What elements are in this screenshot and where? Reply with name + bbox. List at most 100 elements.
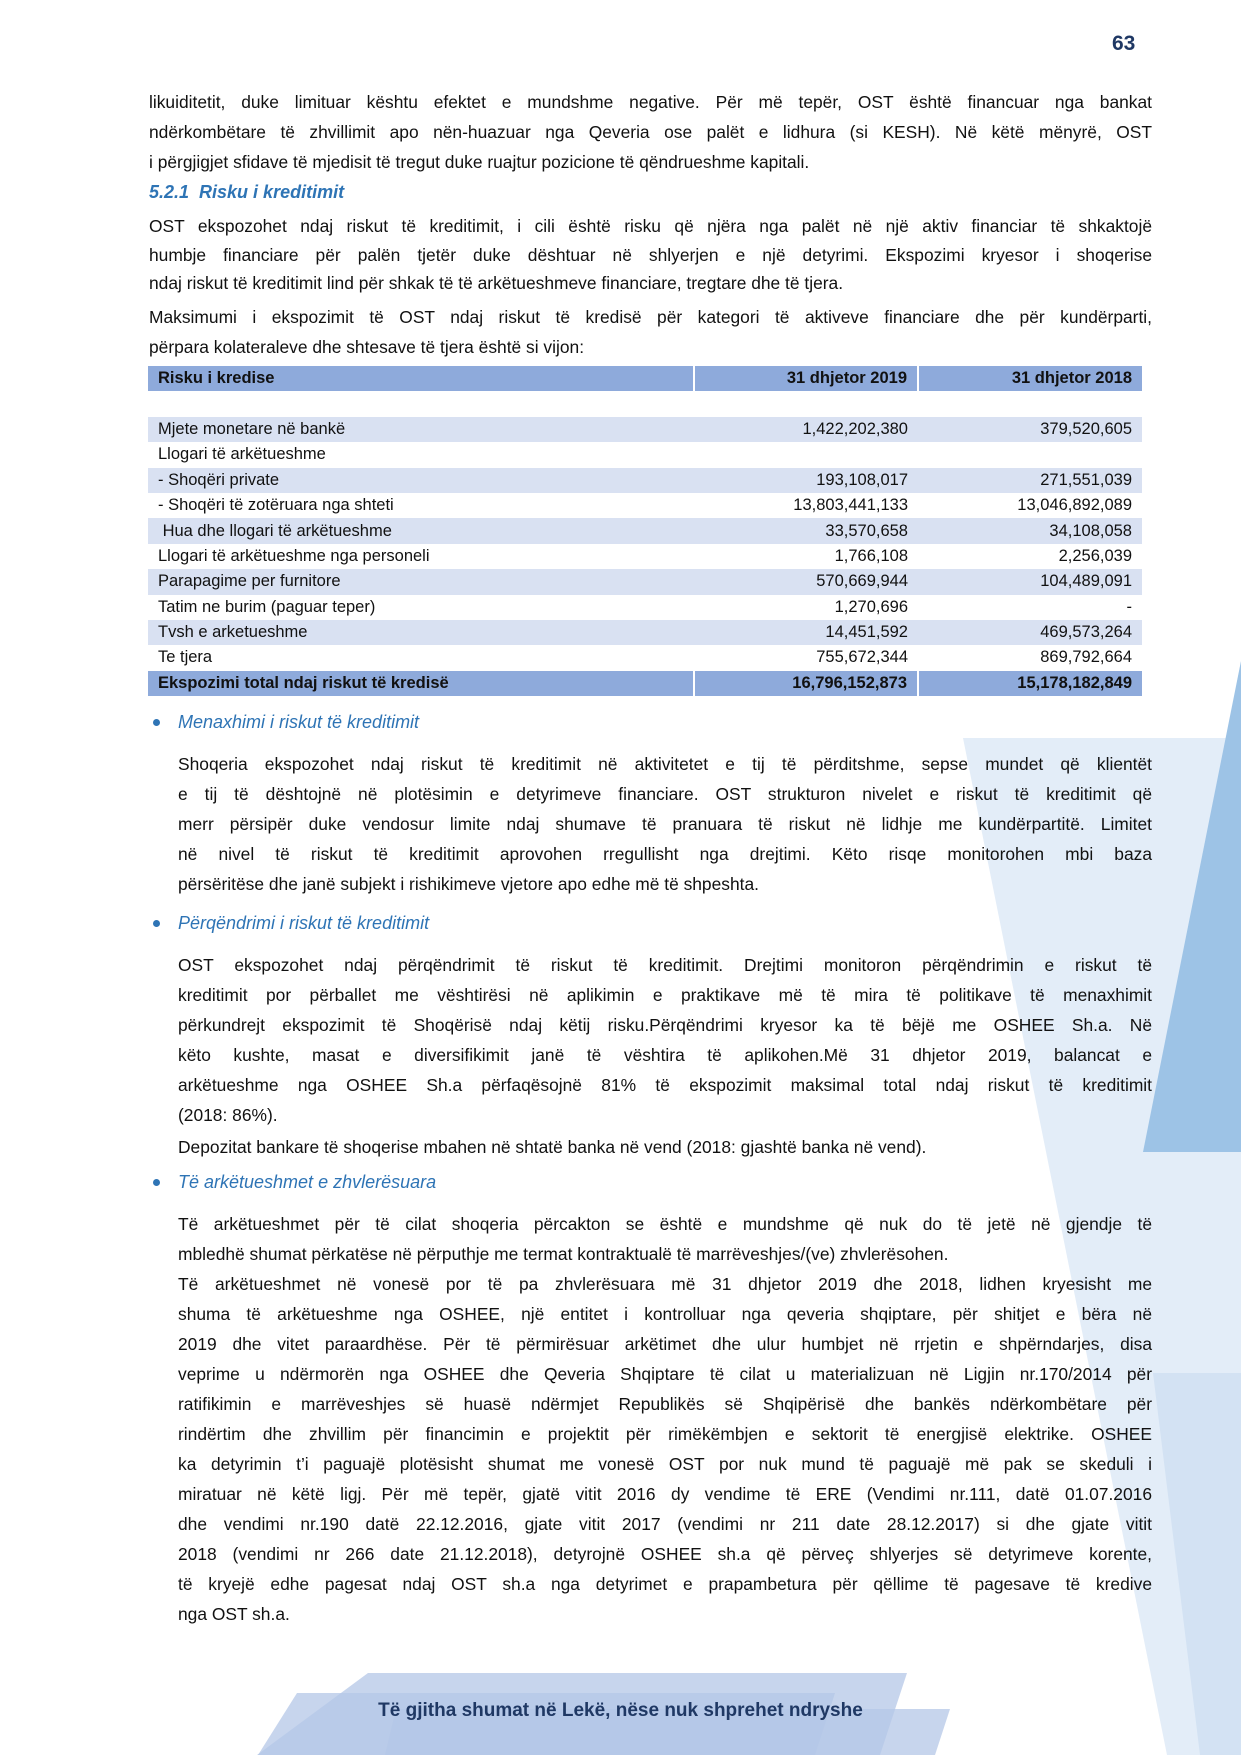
text-line: veprime u ndërmorën nga OSHEE dhe Qeveri… — [178, 1364, 1152, 1384]
text-line: Të arkëtueshmet për të cilat shoqeria pë… — [178, 1214, 1152, 1234]
row-label: Te tjera — [158, 648, 213, 667]
row-value: 13,803,441,133 — [793, 496, 908, 515]
bullet-paragraph: Të arkëtueshmet për të cilat shoqeria pë… — [178, 1209, 1152, 1269]
bullet-paragraph: Depozitat bankare të shoqerise mbahen në… — [178, 1132, 1152, 1162]
page-number: 63 — [1112, 32, 1136, 55]
row-value: 469,573,264 — [918, 619, 1142, 646]
table-row: Tatim ne burim (paguar teper) 1,270,696 - — [148, 595, 1142, 620]
text-line: nga OST sh.a. — [178, 1604, 290, 1624]
text-line: të kryejë edhe pagesat ndaj OST sh.a nga… — [178, 1574, 1152, 1594]
text-line: OST ekspozohet ndaj riskut të kreditimit… — [149, 216, 1152, 236]
column-header: 31 dhjetor 2018 — [917, 366, 1142, 392]
row-value: - — [1126, 597, 1133, 616]
row-value: 14,451,592 — [694, 619, 918, 646]
text-line: Maksimumi i ekspozimit të OST ndaj risku… — [149, 307, 1152, 327]
decor-blue-triangle — [1143, 661, 1241, 1152]
total-label: Ekspozimi total ndaj riskut të kredisë — [148, 670, 694, 697]
text-line: mbledhë shumat përkatëse në përputhje me… — [178, 1244, 949, 1264]
section-paragraph-1: OST ekspozohet ndaj riskut të kreditimit… — [149, 212, 1152, 298]
row-value: 379,520,605 — [918, 416, 1142, 443]
row-label: - Shoqëri të zotëruara nga shteti — [158, 496, 394, 515]
decor-faint-panel — [1153, 1373, 1241, 1755]
text-line: dhe vendimi nr.190 datë 22.12.2016, gjat… — [178, 1514, 1152, 1534]
table-row: Mjete monetare në bankë 1,422,202,380 379,… — [148, 416, 1142, 443]
text-line: përkundrejt ekspozimit të Shoqërisë ndaj… — [178, 1015, 1152, 1035]
text-line: ka detyrimin t’i paguajë plotësisht shum… — [178, 1454, 1152, 1474]
bullet-title: Menaxhimi i riskut të kreditimit — [178, 712, 420, 732]
text-line: (2018: 86%). — [178, 1105, 278, 1125]
bullet-icon — [153, 1179, 160, 1186]
table-row: Tvsh e arketueshme 14,451,592 469,573,264 — [148, 619, 1142, 646]
table-row: Parapagime per furnitore 570,669,944 104,4… — [148, 569, 1142, 595]
row-value: 570,669,944 — [694, 569, 918, 595]
bullet-section: Menaxhimi i riskut të kreditimit Shoqeria… — [149, 707, 1152, 899]
row-label: Parapagime per furnitore — [148, 569, 694, 595]
row-value: 1,270,696 — [834, 597, 908, 616]
row-label: Llogari të arkëtueshme nga personeli — [158, 546, 430, 565]
text-line: likuiditetit, duke limituar kështu efekt… — [149, 92, 1152, 112]
credit-risk-table: Risku i kredise 31 dhjetor 2019 31 dhjet… — [148, 366, 1142, 697]
table-row: Llogari të arkëtueshme — [148, 442, 1142, 467]
text-line: shuma të arkëtueshme nga OSHEE, një enti… — [178, 1304, 1152, 1324]
row-value: 104,489,091 — [918, 569, 1142, 595]
bullet-paragraph: OST ekspozohet ndaj përqëndrimit të risk… — [178, 950, 1152, 1130]
text-line: humbje financiare për palën tjetër duke … — [149, 244, 1152, 265]
row-value: 755,672,344 — [816, 648, 908, 667]
row-label: Tatim ne burim (paguar teper) — [158, 597, 376, 616]
table-row: Llogari të arkëtueshme nga personeli 1,76… — [148, 544, 1142, 569]
text-line: OST ekspozohet ndaj përqëndrimit të risk… — [178, 955, 1152, 975]
table-row: - Shoqëri të zotëruara nga shteti 13,803,… — [148, 493, 1142, 518]
text-line: e tij të dështojnë në plotësimin e detyr… — [178, 784, 1152, 804]
row-value: 33,570,658 — [694, 518, 918, 544]
bullet-title: Përqëndrimi i riskut të kreditimit — [178, 913, 430, 933]
bullet-icon — [153, 920, 160, 927]
row-value: 1,422,202,380 — [694, 416, 918, 443]
row-label: Hua dhe llogari të arkëtueshme — [148, 518, 694, 544]
total-value: 16,796,152,873 — [693, 670, 918, 697]
footer-shape-3 — [385, 1709, 950, 1755]
text-line: Të arkëtueshmet në vonesë por të pa zhvl… — [178, 1274, 1152, 1294]
text-line: arkëtueshme nga OSHEE Sh.a përfaqësojnë … — [178, 1075, 1152, 1095]
column-header: 31 dhjetor 2019 — [693, 366, 918, 392]
text-line: Shoqeria ekspozohet ndaj riskut të kredi… — [178, 754, 1152, 774]
row-label: - Shoqëri private — [148, 467, 694, 493]
table-row: Hua dhe llogari të arkëtueshme 33,570,658… — [148, 518, 1142, 544]
row-value: 271,551,039 — [918, 467, 1142, 493]
row-value — [694, 442, 918, 467]
row-value: 34,108,058 — [918, 518, 1142, 544]
section-paragraph-2: Maksimumi i ekspozimit të OST ndaj risku… — [149, 302, 1152, 362]
column-header: Risku i kredise — [148, 366, 694, 392]
row-label: Tvsh e arketueshme — [148, 619, 694, 646]
row-value — [918, 442, 1142, 467]
section-heading: 5.2.1 Risku i kreditimit — [149, 182, 345, 202]
text-line: Depozitat bankare të shoqerise mbahen në… — [178, 1137, 927, 1157]
bullet-title: Të arkëtueshmet e zhvlerësuara — [178, 1172, 437, 1192]
table-spacer-row — [148, 391, 1142, 416]
row-value: 13,046,892,089 — [1017, 496, 1132, 515]
bullet-paragraph: Të arkëtueshmet në vonesë por të pa zhvl… — [178, 1269, 1152, 1629]
footer-note: Të gjitha shumat në Lekë, nëse nuk shpre… — [378, 1700, 863, 1721]
table-header-row: Risku i kredise 31 dhjetor 2019 31 dhjet… — [148, 366, 1142, 392]
text-line: rindërtim dhe zhvillim për financimin e … — [178, 1424, 1152, 1444]
table-row: - Shoqëri private 193,108,017 271,551,039 — [148, 467, 1142, 493]
intro-paragraph: likuiditetit, duke limituar kështu efekt… — [149, 87, 1152, 177]
text-line: ndërkombëtare të zhvillimit apo nën-huaz… — [149, 122, 1152, 142]
table-row: Te tjera 755,672,344 869,792,664 — [148, 645, 1142, 670]
text-line: këto kushte, masat e diversifikimit janë… — [178, 1045, 1152, 1065]
row-value: 1,766,108 — [834, 546, 908, 565]
text-line: përpara kolateraleve dhe shtesave të tje… — [149, 337, 585, 357]
row-value: 193,108,017 — [694, 467, 918, 493]
bullet-icon — [153, 719, 160, 726]
bullet-section: Të arkëtueshmet e zhvlerësuara Të arkëtue… — [149, 1167, 1152, 1629]
text-line: i përgjigjet sfidave të mjedisit të treg… — [149, 152, 810, 172]
bullet-paragraph: Shoqeria ekspozohet ndaj riskut të kredi… — [178, 749, 1152, 899]
text-line: në nivel të riskut të kreditimit aprovoh… — [178, 844, 1152, 864]
text-line: përsëritëse dhe janë subjekt i rishikime… — [178, 874, 759, 894]
total-value: 15,178,182,849 — [917, 670, 1142, 697]
row-label: Llogari të arkëtueshme — [158, 445, 326, 464]
text-line: merr përsipër duke vendosur limite ndaj … — [178, 814, 1152, 834]
text-line: 2018 (vendimi nr 266 date 21.12.2018), d… — [178, 1544, 1152, 1564]
row-label: Mjete monetare në bankë — [148, 416, 694, 443]
row-value: 869,792,664 — [1040, 648, 1132, 667]
text-line: ndaj riskut të kreditimit lind për shkak… — [149, 273, 844, 294]
